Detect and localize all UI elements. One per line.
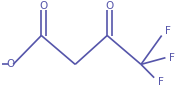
Text: F: F: [158, 77, 164, 87]
Text: O: O: [105, 1, 114, 11]
Text: O: O: [40, 1, 48, 11]
Text: O: O: [6, 59, 14, 69]
Text: F: F: [169, 53, 175, 63]
Text: F: F: [165, 26, 171, 36]
